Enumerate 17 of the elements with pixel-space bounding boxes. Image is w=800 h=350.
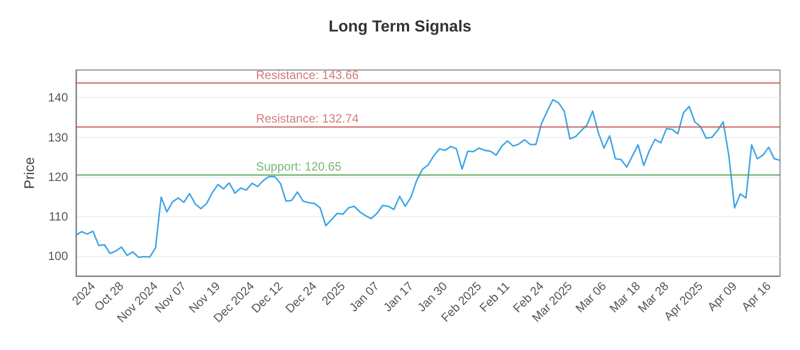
- y-tick-label: 100: [48, 249, 68, 264]
- x-tick-label: Jan 17: [380, 278, 416, 314]
- ref-line-label: Resistance: 143.66: [256, 68, 360, 82]
- x-tick-label: Jan 07: [346, 278, 382, 314]
- ref-line-label: Support: 120.65: [256, 159, 342, 174]
- y-tick-label: 130: [48, 130, 68, 144]
- x-tick-label: Mar 06: [572, 278, 610, 316]
- y-tick-label: 120: [48, 170, 68, 184]
- x-tick-label: Apr 16: [738, 278, 774, 314]
- chart-title: Long Term Signals: [328, 18, 472, 36]
- y-axis-title: Price: [21, 156, 37, 189]
- ref-line-label: Resistance: 132.74: [256, 111, 360, 126]
- y-tick-label: 140: [48, 90, 68, 105]
- x-tick-label: Dec 24: [282, 278, 320, 316]
- line-series: [75, 98, 781, 258]
- x-tick-label: Apr 09: [704, 278, 740, 314]
- y-tick-label: 110: [48, 210, 68, 224]
